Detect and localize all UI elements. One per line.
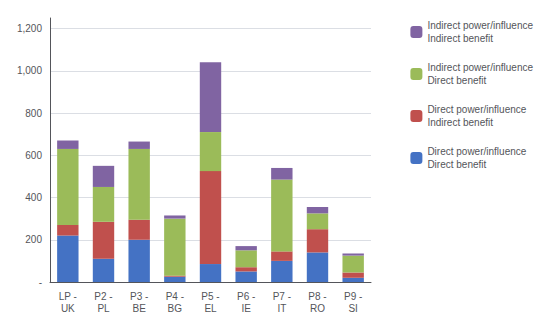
svg-text:Indirect benefit: Indirect benefit: [427, 117, 493, 128]
svg-text:P6 -: P6 -: [237, 291, 255, 302]
svg-text:UK: UK: [61, 303, 75, 314]
svg-text:PL: PL: [97, 303, 110, 314]
svg-text:1,000: 1,000: [17, 65, 42, 76]
svg-text:BG: BG: [168, 303, 183, 314]
svg-text:IE: IE: [241, 303, 251, 314]
svg-text:600: 600: [25, 150, 42, 161]
svg-text:1,200: 1,200: [17, 23, 42, 34]
svg-text:P8 -: P8 -: [308, 291, 326, 302]
svg-text:Direct power/influence: Direct power/influence: [427, 146, 526, 157]
svg-text:P3 -: P3 -: [130, 291, 148, 302]
svg-text:P2 -: P2 -: [94, 291, 112, 302]
svg-text:Direct benefit: Direct benefit: [427, 75, 486, 86]
svg-text:800: 800: [25, 108, 42, 119]
svg-text:SI: SI: [348, 303, 357, 314]
svg-text:BE: BE: [132, 303, 146, 314]
svg-text:Indirect benefit: Indirect benefit: [427, 33, 493, 44]
svg-text:P9 -: P9 -: [344, 291, 362, 302]
svg-text:Direct benefit: Direct benefit: [427, 159, 486, 170]
svg-text:Indirect power/influence: Indirect power/influence: [427, 20, 533, 31]
svg-text:IT: IT: [277, 303, 286, 314]
svg-text:Direct power/influence: Direct power/influence: [427, 104, 526, 115]
svg-text:EL: EL: [204, 303, 217, 314]
svg-text:RO: RO: [310, 303, 325, 314]
svg-text:Indirect power/influence: Indirect power/influence: [427, 62, 533, 73]
svg-text:400: 400: [25, 192, 42, 203]
svg-text:P7 -: P7 -: [273, 291, 291, 302]
svg-text:-: -: [39, 277, 42, 288]
svg-text:P4 -: P4 -: [166, 291, 184, 302]
svg-text:P5 -: P5 -: [201, 291, 219, 302]
svg-text:LP -: LP -: [59, 291, 77, 302]
svg-text:200: 200: [25, 234, 42, 245]
